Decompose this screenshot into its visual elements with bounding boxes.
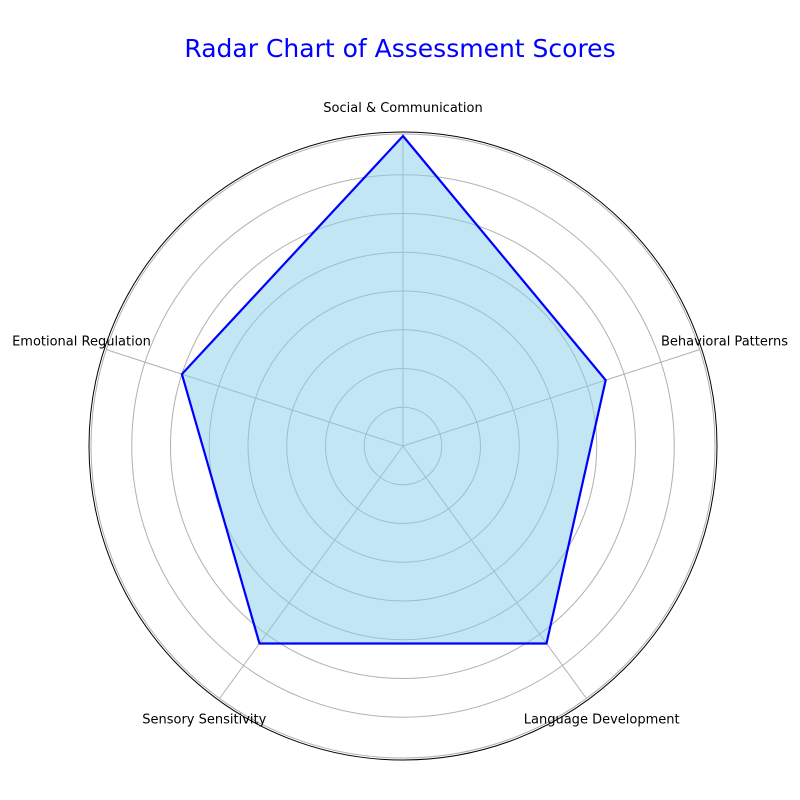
series-area-0 <box>181 136 606 644</box>
series-line-0 <box>180 134 607 645</box>
data-layer <box>180 134 607 645</box>
axis-label-2: Language Development <box>524 712 680 727</box>
chart-title: Radar Chart of Assessment Scores <box>184 34 616 63</box>
axis-label-3: Sensory Sensitivity <box>142 712 266 727</box>
grid-ring-outer <box>90 133 716 759</box>
axis-label-1: Behavioral Patterns <box>661 335 788 350</box>
label-layer: Social & Communication Behavioral Pattern… <box>12 101 788 727</box>
axis-label-4: Emotional Regulation <box>12 335 151 350</box>
axis-label-0: Social & Communication <box>323 101 482 116</box>
polar-frame <box>88 131 718 761</box>
